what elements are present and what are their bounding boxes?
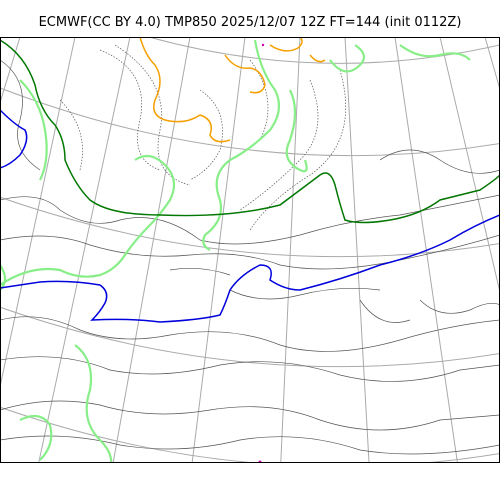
isotherm-line bbox=[19, 414, 53, 461]
contour-line bbox=[239, 79, 319, 211]
meridian-line bbox=[0, 37, 21, 105]
isotherm-line bbox=[285, 89, 308, 173]
isotherm-line bbox=[399, 44, 471, 61]
contour-line bbox=[99, 49, 161, 171]
parallel-line bbox=[0, 406, 500, 463]
isotherm-line bbox=[0, 109, 28, 169]
isotherm-line bbox=[309, 54, 326, 63]
map-title: ECMWF(CC BY 4.0) TMP850 2025/12/07 12Z F… bbox=[38, 15, 462, 30]
isotherm-line bbox=[224, 54, 266, 94]
parallel-line bbox=[0, 196, 500, 258]
isotherm-green bbox=[0, 39, 500, 224]
contour-line bbox=[249, 69, 346, 231]
contour-line bbox=[0, 316, 500, 352]
parallel-line bbox=[0, 87, 500, 157]
isotherm-line bbox=[19, 79, 48, 181]
parallel-line bbox=[0, 306, 500, 368]
contour-line bbox=[249, 59, 269, 141]
magenta-marker bbox=[261, 43, 265, 47]
meridian-line bbox=[280, 37, 301, 463]
meridian-line bbox=[394, 37, 459, 463]
contour-line bbox=[0, 400, 500, 431]
contour-lines-dotted bbox=[59, 44, 346, 231]
contour-line bbox=[0, 356, 500, 382]
contour-line bbox=[59, 99, 83, 171]
isotherm-line bbox=[0, 214, 500, 323]
isotherm-blue bbox=[0, 109, 500, 323]
isotherm-line bbox=[139, 37, 231, 143]
graticule-meridians bbox=[0, 37, 500, 463]
isotherm-line bbox=[0, 39, 500, 224]
isotherm-line bbox=[0, 154, 176, 286]
meridian-line bbox=[191, 37, 246, 463]
isotherm-line bbox=[269, 37, 303, 52]
isotherm-orange bbox=[139, 37, 326, 143]
contour-line bbox=[0, 194, 500, 245]
meridian-line bbox=[38, 37, 131, 463]
contour-line bbox=[114, 44, 191, 186]
contour-line bbox=[169, 268, 231, 276]
isotherm-line bbox=[202, 39, 281, 251]
graticule-parallels bbox=[0, 37, 500, 463]
meridian-line bbox=[484, 37, 500, 92]
meridian-line bbox=[344, 37, 370, 463]
contour-line bbox=[0, 435, 500, 455]
contour-line bbox=[229, 288, 381, 300]
contour-line bbox=[189, 89, 223, 181]
isotherm-line bbox=[329, 44, 366, 73]
isotherm-lightgreen bbox=[0, 39, 471, 463]
meridian-line bbox=[0, 37, 76, 390]
meridian-line bbox=[112, 37, 191, 463]
contour-line bbox=[359, 299, 411, 323]
isotherm-line bbox=[74, 344, 113, 463]
parallel-line bbox=[147, 37, 500, 64]
contour-line bbox=[419, 299, 500, 314]
meridian-line bbox=[439, 37, 500, 295]
map-frame bbox=[0, 37, 500, 463]
contour-line bbox=[0, 59, 41, 171]
contour-line bbox=[379, 149, 500, 174]
contour-line bbox=[0, 234, 500, 270]
contour-lines bbox=[0, 59, 500, 455]
